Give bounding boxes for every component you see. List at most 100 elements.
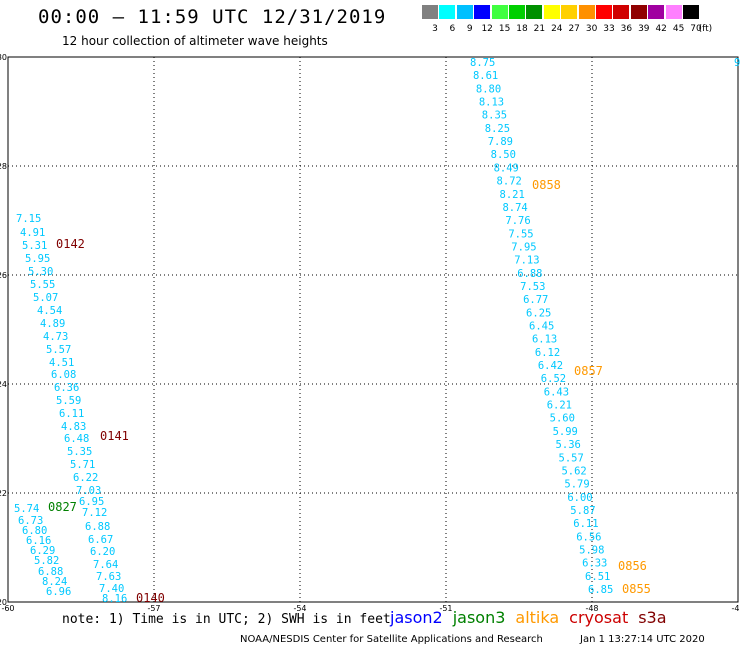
x-tick-label: -51	[439, 604, 452, 613]
legend-label: 9	[466, 24, 473, 34]
time-label: 0141	[100, 429, 129, 443]
page-subtitle: 12 hour collection of altimeter wave hei…	[62, 34, 328, 48]
credit-text: NOAA/NESDIS Center for Satellite Applica…	[240, 634, 543, 645]
legend-swatch	[596, 5, 612, 19]
legend-swatch	[665, 5, 682, 19]
swh-value: 4.51	[49, 357, 74, 369]
time-label: 0855	[622, 582, 651, 596]
swh-value: 8.16	[102, 593, 127, 605]
legend-swatch	[491, 5, 508, 19]
swh-value: 7.40	[99, 583, 124, 595]
legend-swatch	[578, 5, 595, 19]
swh-value: 6.08	[51, 369, 76, 381]
swh-value: 8.35	[482, 110, 507, 122]
legend-label: 45	[672, 24, 685, 34]
swh-value: 6.95	[79, 496, 104, 508]
time-label: 0827	[48, 500, 77, 514]
swh-value: 7.63	[96, 571, 121, 583]
legend-swatch	[422, 5, 438, 19]
swh-value: 6.96	[46, 586, 71, 598]
x-tick-label: -48	[585, 604, 598, 613]
swh-value: 7.76	[505, 215, 530, 227]
time-label: 0857	[574, 364, 603, 378]
swh-value: 5.95	[25, 253, 50, 265]
x-tick-label: -45	[731, 604, 740, 613]
y-tick-label: 20	[0, 598, 7, 607]
swh-value: 8.74	[502, 202, 527, 214]
swh-value: 9	[734, 57, 740, 69]
generated-timestamp: Jan 1 13:27:14 UTC 2020	[580, 634, 705, 645]
x-tick-label: -54	[293, 604, 306, 613]
swh-value: 6.13	[532, 334, 557, 346]
legend-label: 36	[620, 24, 633, 34]
swh-value: 5.79	[564, 479, 589, 491]
satellite-legend-item: s3a	[638, 608, 667, 627]
swh-value: 6.25	[526, 307, 551, 319]
x-tick-label: -57	[147, 604, 160, 613]
legend-swatch	[439, 5, 456, 19]
swh-value: 8.75	[470, 57, 495, 69]
swh-value: 6.85	[588, 584, 613, 596]
swh-value: 7.13	[514, 255, 539, 267]
y-tick-label: 28	[0, 162, 7, 171]
swh-value: 5.55	[30, 279, 55, 291]
map-frame	[7, 56, 739, 603]
swh-value: 5.62	[561, 465, 586, 477]
legend-unit: (ft)	[698, 24, 713, 34]
legend-label: 12	[481, 24, 493, 34]
y-tick-label: 26	[0, 271, 7, 280]
legend-swatch	[474, 5, 491, 19]
satellite-legend-item: cryosat	[569, 608, 629, 627]
swh-value: 7.12	[82, 507, 107, 519]
satellite-legend-item: jason2	[390, 608, 443, 627]
legend-swatch	[613, 5, 630, 19]
swh-value: 6.45	[529, 321, 554, 333]
swh-value: 8.24	[42, 576, 67, 588]
swh-value: 6.21	[547, 400, 572, 412]
time-label: 0142	[56, 237, 85, 251]
time-label: 0856	[618, 559, 647, 573]
swh-value: 5.36	[556, 439, 581, 451]
legend-swatch	[683, 5, 699, 19]
swh-value: 6.42	[538, 360, 563, 372]
swh-value: 6.67	[88, 534, 113, 546]
swh-value: 6.80	[22, 525, 47, 537]
swh-value: 6.12	[535, 347, 560, 359]
swh-value: 5.57	[559, 452, 584, 464]
swh-value: 7.55	[508, 228, 533, 240]
legend-label: 42	[655, 24, 667, 34]
swh-value: 6.36	[54, 382, 79, 394]
swh-value: 5.87	[570, 505, 595, 517]
swh-value: 5.71	[70, 459, 95, 471]
swh-value: 6.43	[544, 386, 569, 398]
swh-value: 5.99	[553, 426, 578, 438]
x-tick-label: -60	[1, 604, 14, 613]
swh-value: 4.83	[61, 421, 86, 433]
swh-value: 7.53	[520, 281, 545, 293]
legend-label: 70	[690, 24, 702, 34]
footer-note: note: 1) Time is in UTC; 2) SWH is in fe…	[62, 612, 391, 627]
swh-value: 6.88	[38, 566, 63, 578]
legend-label: 3	[432, 24, 438, 34]
swh-value: 8.50	[491, 149, 516, 161]
legend-label: 21	[533, 24, 546, 34]
swh-value: 6.73	[18, 515, 43, 527]
swh-value: 6.22	[73, 472, 98, 484]
swh-value: 7.89	[488, 136, 513, 148]
swh-value: 8.21	[500, 189, 525, 201]
swh-value: 8.49	[494, 162, 519, 174]
legend-swatch	[543, 5, 560, 19]
time-label: 0140	[136, 591, 165, 605]
time-label: 0858	[532, 178, 561, 192]
swh-value: 7.95	[511, 241, 536, 253]
swh-value: 8.80	[476, 83, 501, 95]
swh-value: 6.29	[30, 545, 55, 557]
legend-swatch	[509, 5, 525, 19]
swh-value: 5.74	[14, 503, 39, 515]
swh-value: 5.07	[33, 292, 58, 304]
swh-value: 5.60	[550, 413, 575, 425]
swh-value: 6.88	[85, 521, 110, 533]
swh-value: 6.52	[541, 373, 566, 385]
legend-swatch	[526, 5, 543, 19]
